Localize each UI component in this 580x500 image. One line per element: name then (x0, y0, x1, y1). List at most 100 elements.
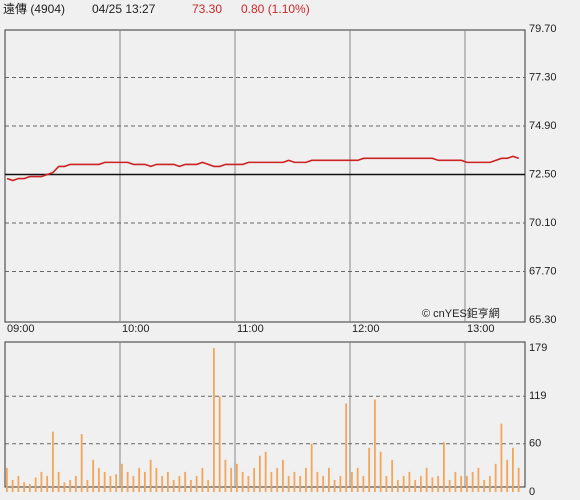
volume-bar (339, 475, 342, 492)
volume-bar (207, 479, 210, 492)
volume-bar (276, 467, 279, 492)
volume-bar (178, 475, 181, 492)
volume-bar (356, 467, 359, 492)
volume-bar (69, 479, 72, 492)
y-tick-label: 79.70 (529, 23, 557, 35)
volume-bar (115, 474, 118, 492)
y-tick-label: 60 (529, 438, 541, 450)
volume-bar (420, 475, 422, 492)
volume-bar (167, 471, 169, 492)
volume-bar (161, 475, 164, 492)
volume-bar (316, 471, 319, 492)
volume-bar (92, 459, 95, 492)
volume-bar (374, 399, 376, 492)
volume-bar (253, 467, 256, 492)
volume-bar (23, 482, 26, 492)
volume-bar (103, 471, 106, 492)
volume-bar (264, 451, 267, 492)
volume-bar (172, 479, 175, 492)
volume-bar (466, 475, 468, 492)
volume-bar (190, 479, 192, 492)
plot-frame (4, 29, 526, 323)
volume-bar (109, 475, 112, 492)
volume-bar (500, 423, 503, 492)
volume-bar (11, 479, 14, 492)
volume-bar (397, 479, 399, 492)
volume-bar (17, 475, 20, 492)
stock-name: 遠傳 (4904) (3, 2, 65, 16)
volume-bar (443, 442, 445, 492)
price-change: 0.80 (1.10%) (241, 2, 310, 16)
volume-bar (144, 471, 146, 492)
y-tick-label: 77.30 (529, 71, 557, 83)
volume-bar (512, 447, 514, 492)
y-tick-label: 70.10 (529, 217, 557, 229)
volume-bar (287, 475, 290, 492)
volume-bar (299, 475, 302, 492)
volume-bar (236, 463, 238, 492)
volume-bar (63, 482, 66, 492)
volume-bar (310, 443, 313, 492)
volume-bar (241, 471, 244, 492)
volume-bar (431, 477, 434, 492)
volume-bar (351, 471, 353, 492)
volume-bar (477, 467, 480, 492)
volume-bar (195, 475, 198, 492)
volume-bar (230, 467, 233, 492)
y-tick-label: 0 (529, 486, 535, 498)
volume-bar (494, 463, 497, 492)
volume-bar (247, 475, 250, 492)
volume-bar (218, 396, 221, 492)
volume-bar (259, 455, 261, 492)
volume-bar (138, 467, 141, 492)
y-tick-label: 179 (529, 342, 547, 354)
volume-bar (282, 459, 284, 492)
volume-bar (425, 467, 428, 492)
volume-bar (448, 479, 451, 492)
volume-bar (483, 479, 486, 492)
watermark: © cnYES鉅亨網 (422, 306, 500, 320)
volume-bar (293, 471, 296, 492)
volume-bar (121, 463, 123, 492)
volume-bar (322, 475, 325, 492)
volume-bar (155, 467, 158, 492)
price-line (6, 155, 520, 182)
x-tick-label: 13:00 (467, 323, 495, 335)
x-tick-label: 12:00 (352, 323, 380, 335)
volume-bar (471, 471, 474, 492)
volume-bar (34, 477, 37, 492)
volume-bar (506, 459, 509, 492)
volume-bar (132, 475, 135, 492)
volume-bar (213, 348, 215, 492)
volume-bar (391, 459, 394, 492)
volume-bar (402, 475, 405, 492)
volume-bar (305, 467, 307, 492)
y-tick-label: 72.50 (529, 168, 557, 180)
x-tick-label: 11:00 (237, 323, 264, 335)
volume-bar (362, 475, 365, 492)
volume-bar (224, 459, 227, 492)
volume-bar (149, 459, 152, 492)
y-tick-label: 74.90 (529, 120, 557, 132)
volume-bar (333, 479, 336, 492)
volume-bar (454, 471, 457, 492)
volume-bar (385, 475, 388, 492)
volume-bar (75, 475, 77, 492)
volume-bar (201, 467, 204, 492)
volume-bar (29, 483, 31, 492)
volume-bar (40, 471, 43, 492)
volume-bar (270, 471, 273, 492)
volume-bar (517, 467, 520, 492)
volume-bar (489, 475, 491, 492)
volume-bar (414, 479, 417, 492)
volume-bar (126, 471, 129, 492)
volume-bar (52, 431, 54, 492)
x-tick-label: 09:00 (7, 323, 35, 335)
volume-bar (86, 479, 89, 492)
volume-bar (460, 475, 463, 492)
volume-bar (345, 403, 348, 492)
volume-bar (184, 471, 187, 492)
volume-bar (328, 467, 330, 492)
volume-bar (57, 471, 60, 492)
